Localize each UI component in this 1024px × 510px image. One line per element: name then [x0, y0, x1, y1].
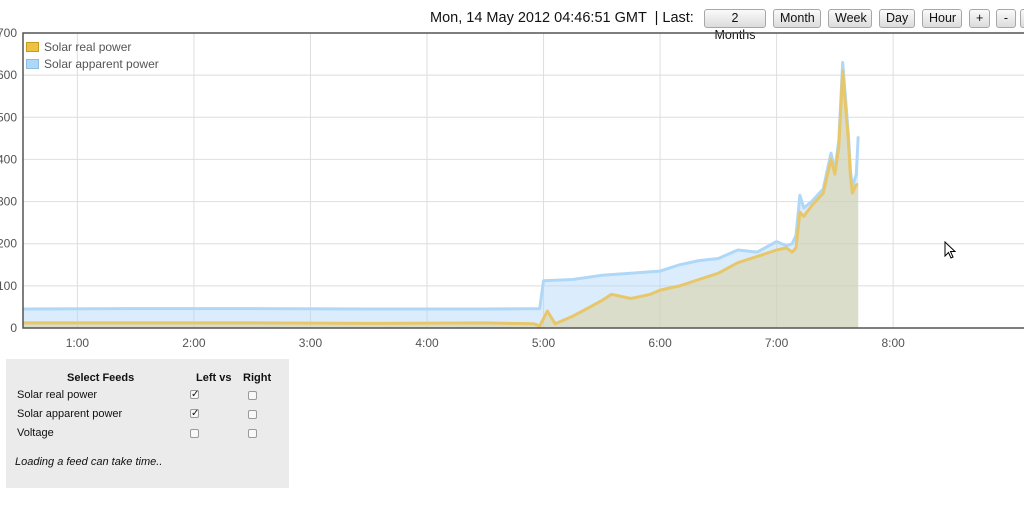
y-tick-label: 0 [10, 321, 17, 335]
feeds-right-header: Right [243, 372, 272, 384]
legend-label-apparent: Solar apparent power [44, 56, 159, 71]
y-tick-label: 600 [0, 68, 17, 82]
y-tick-label: 500 [0, 110, 17, 124]
feed-label-apparent: Solar apparent power [17, 408, 123, 420]
feed-label-voltage: Voltage [17, 427, 54, 439]
chart-legend: Solar real power Solar apparent power [26, 38, 159, 72]
x-axis-labels: 1:00 2:00 3:00 4:00 5:00 6:00 7:00 8:00 [66, 336, 905, 350]
legend-item-apparent-power: Solar apparent power [26, 55, 159, 72]
plot-border [22, 32, 1024, 329]
x-tick-label: 3:00 [299, 336, 323, 350]
chart-grid [23, 33, 1024, 328]
zoom-out-button[interactable]: - [996, 9, 1016, 28]
range-2-months-button[interactable]: 2 Months [704, 9, 766, 42]
range-week-button[interactable]: Week [828, 9, 872, 28]
feed-right-checkbox-voltage[interactable] [248, 429, 257, 438]
feed-right-checkbox-real[interactable] [248, 391, 257, 400]
feed-left-checkbox-real[interactable]: ✓ [190, 389, 200, 400]
chart-series [22, 61, 860, 329]
legend-swatch-real [26, 41, 39, 52]
series-line-real [23, 69, 859, 328]
datetime-text: Mon, 14 May 2012 04:46:51 GMT [430, 10, 647, 26]
range-day-button[interactable]: Day [879, 9, 915, 28]
pan-button[interactable] [1020, 9, 1024, 28]
x-tick-label: 5:00 [532, 336, 556, 350]
y-tick-label: 300 [0, 195, 17, 209]
x-tick-label: 6:00 [648, 336, 672, 350]
area-fill-real [23, 70, 859, 329]
feeds-left-header: Left vs [196, 372, 232, 384]
y-tick-label: 700 [0, 26, 17, 40]
feed-label-real: Solar real power [17, 389, 98, 401]
range-month-button[interactable]: Month [773, 9, 821, 28]
x-tick-label: 2:00 [182, 336, 206, 350]
y-axis-labels: 0 100 200 300 400 500 600 700 [0, 26, 17, 335]
power-chart[interactable]: 0 100 200 300 400 500 600 700 1:00 2:00 3:00 4:00 5… [0, 0, 1024, 350]
x-tick-label: 7:00 [765, 336, 789, 350]
range-hour-button[interactable]: Hour [922, 9, 962, 28]
x-tick-label: 4:00 [415, 336, 439, 350]
feeds-title: Select Feeds [67, 372, 135, 384]
x-tick-label: 1:00 [66, 336, 90, 350]
current-datetime: Mon, 14 May 2012 04:46:51 GMT | Last: [430, 10, 694, 26]
loading-note: Loading a feed can take time.. [15, 456, 163, 468]
select-feeds-panel: Select Feeds Left vs Right Solar real po… [6, 359, 289, 488]
feed-left-checkbox-apparent[interactable]: ✓ [190, 408, 200, 419]
feed-left-checkbox-voltage[interactable] [190, 429, 199, 438]
mouse-cursor-icon [944, 241, 957, 259]
x-tick-label: 8:00 [881, 336, 905, 350]
legend-label-real: Solar real power [44, 39, 132, 54]
y-tick-label: 400 [0, 152, 17, 166]
legend-item-real-power: Solar real power [26, 38, 159, 55]
y-tick-label: 100 [0, 279, 17, 293]
last-label: | Last: [654, 10, 694, 26]
header-bar: Mon, 14 May 2012 04:46:51 GMT | Last: 2 … [0, 0, 1024, 42]
zoom-in-button[interactable]: + [969, 9, 990, 28]
legend-swatch-apparent [26, 58, 39, 69]
y-tick-label: 200 [0, 237, 17, 251]
feed-right-checkbox-apparent[interactable] [248, 410, 257, 419]
